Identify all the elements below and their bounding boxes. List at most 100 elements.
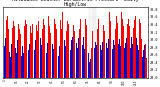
Bar xyxy=(146,58,147,78)
Bar xyxy=(92,31,93,78)
Bar xyxy=(78,16,79,78)
Bar xyxy=(9,52,10,78)
Bar xyxy=(122,19,123,78)
Bar xyxy=(72,37,73,78)
Bar xyxy=(10,57,11,78)
Bar xyxy=(51,54,52,78)
Bar xyxy=(94,48,95,78)
Bar xyxy=(145,44,146,78)
Bar xyxy=(67,21,68,78)
Bar xyxy=(142,57,143,78)
Bar xyxy=(17,40,18,78)
Bar xyxy=(119,39,120,78)
Bar xyxy=(55,24,56,78)
Bar xyxy=(56,29,57,78)
Bar xyxy=(4,46,5,78)
Bar xyxy=(103,25,104,78)
Bar xyxy=(116,16,117,78)
Bar xyxy=(120,46,121,78)
Bar xyxy=(91,48,92,78)
Bar xyxy=(42,29,43,78)
Bar xyxy=(89,62,90,78)
Bar xyxy=(28,50,29,78)
Bar xyxy=(98,19,99,78)
Bar xyxy=(115,29,116,78)
Bar xyxy=(41,45,42,78)
Bar xyxy=(113,40,114,78)
Bar xyxy=(37,31,38,78)
Bar xyxy=(137,45,138,78)
Bar xyxy=(140,23,141,78)
Bar xyxy=(110,21,111,78)
Bar xyxy=(127,24,128,78)
Bar xyxy=(25,20,26,78)
Bar xyxy=(18,24,19,78)
Bar xyxy=(47,43,48,78)
Bar xyxy=(49,26,50,78)
Bar xyxy=(102,41,103,78)
Bar xyxy=(105,21,106,78)
Title: Milwaukee Weather Barometric Pressure  Daily High/Low: Milwaukee Weather Barometric Pressure Da… xyxy=(12,0,139,7)
Bar xyxy=(22,46,23,78)
Bar xyxy=(19,29,20,78)
Bar xyxy=(66,31,67,78)
Bar xyxy=(43,19,44,78)
Bar xyxy=(8,29,9,78)
Bar xyxy=(5,38,6,78)
Bar xyxy=(15,48,16,78)
Bar xyxy=(77,48,78,78)
Bar xyxy=(100,45,101,78)
Bar xyxy=(24,26,25,78)
Bar xyxy=(132,44,133,78)
Bar xyxy=(26,24,27,78)
Bar xyxy=(58,56,59,78)
Bar xyxy=(64,40,65,78)
Bar xyxy=(20,34,21,78)
Bar xyxy=(138,50,139,78)
Bar xyxy=(82,45,83,78)
Bar xyxy=(114,45,115,78)
Bar xyxy=(90,59,91,78)
Bar xyxy=(46,53,47,78)
Bar xyxy=(40,38,41,78)
Bar xyxy=(139,19,140,78)
Bar xyxy=(129,26,130,78)
Bar xyxy=(107,48,108,78)
Bar xyxy=(85,19,86,78)
Bar xyxy=(32,24,33,78)
Bar xyxy=(128,19,129,78)
Bar xyxy=(36,46,37,78)
Bar xyxy=(23,53,24,78)
Bar xyxy=(59,46,60,78)
Bar xyxy=(62,12,63,78)
Bar xyxy=(126,38,127,78)
Bar xyxy=(88,53,89,78)
Bar xyxy=(39,43,40,78)
Bar xyxy=(12,27,13,78)
Bar xyxy=(117,23,118,78)
Bar xyxy=(134,20,135,78)
Bar xyxy=(50,33,51,78)
Bar xyxy=(70,50,71,78)
Bar xyxy=(44,25,45,78)
Bar xyxy=(54,19,55,78)
Bar xyxy=(38,21,39,78)
Bar xyxy=(143,50,144,78)
Bar xyxy=(141,39,142,78)
Bar xyxy=(83,37,84,78)
Bar xyxy=(79,29,80,78)
Bar xyxy=(27,45,28,78)
Bar xyxy=(13,21,14,78)
Bar xyxy=(52,44,53,78)
Bar xyxy=(118,44,119,78)
Bar xyxy=(74,31,75,78)
Bar xyxy=(76,43,77,78)
Bar xyxy=(16,53,17,78)
Bar xyxy=(121,12,122,78)
Bar xyxy=(101,50,102,78)
Bar xyxy=(61,29,62,78)
Bar xyxy=(130,48,131,78)
Bar xyxy=(53,49,54,78)
Bar xyxy=(30,26,31,78)
Bar xyxy=(125,43,126,78)
